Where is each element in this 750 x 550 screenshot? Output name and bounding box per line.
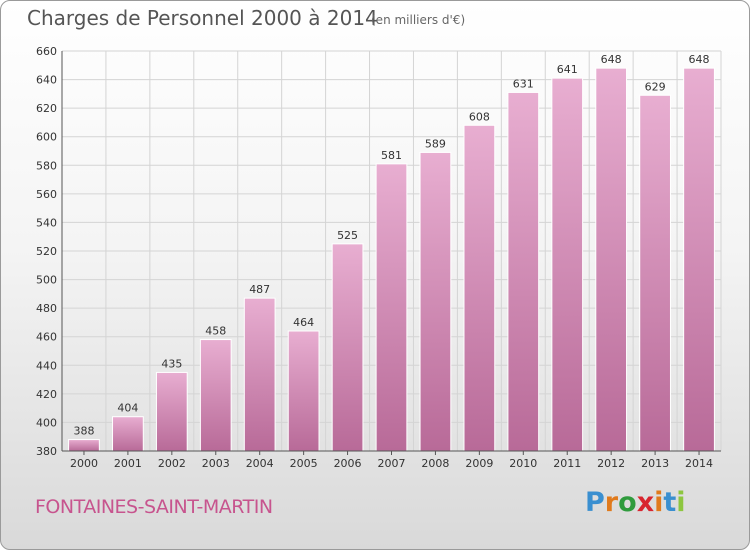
bar [155,371,188,452]
logo-letter: P [585,487,605,518]
bar [243,297,276,452]
y-tick-label: 480 [36,302,57,315]
bar [507,91,540,452]
x-tick-label: 2002 [158,457,186,470]
bar [419,151,452,452]
bar [375,163,408,452]
y-tick-label: 580 [36,159,57,172]
y-tick-label: 620 [36,102,57,115]
bar [639,94,671,452]
bar [112,416,144,452]
bar [683,67,715,452]
bar [331,243,364,452]
y-tick-label: 600 [36,131,57,144]
x-tick-label: 2005 [290,457,318,470]
data-label: 648 [689,53,710,66]
data-label: 589 [425,137,446,150]
x-tick-label: 2004 [246,457,274,470]
data-label: 641 [557,63,578,76]
bar [463,124,496,452]
x-tick-label: 2001 [114,457,142,470]
data-label: 648 [601,53,622,66]
bar [287,330,320,452]
x-tick-label: 2010 [509,457,537,470]
town-name: FONTAINES-SAINT-MARTIN [35,496,273,518]
bar [595,67,628,452]
y-tick-label: 460 [36,331,57,344]
bar [68,439,100,452]
data-label: 629 [645,80,666,93]
x-tick-label: 2007 [378,457,406,470]
bars: 388 404 435 458 487 464 525 581 589 608 631 641 648 6… [68,53,715,452]
x-tick-label: 2013 [641,457,669,470]
y-tick-label: 500 [36,274,57,287]
x-tick-label: 2012 [597,457,625,470]
x-tick-label: 2006 [334,457,362,470]
x-tick-label: 2008 [421,457,449,470]
chart-subtitle: (en milliers d'€) [371,13,466,27]
logo-letter: r [604,487,619,518]
proxiti-logo[interactable]: Proxiti [585,487,686,518]
x-tick-label: 2000 [70,457,98,470]
data-label: 388 [73,425,94,438]
x-tick-label: 2011 [553,457,581,470]
y-tick-label: 420 [36,388,57,401]
data-label: 608 [469,110,490,123]
y-tick-label: 400 [36,416,57,429]
data-label: 404 [117,402,138,415]
data-label: 458 [205,325,226,338]
logo-letter: t [663,487,677,518]
chart-title: Charges de Personnel 2000 à 2014 [27,6,378,30]
bar [551,77,584,452]
y-tick-label: 640 [36,74,57,87]
data-label: 581 [381,149,402,162]
logo-letter: i [654,487,664,518]
logo-letter: o [618,487,637,518]
axes: 380 400 420 440 460 480 500 520 540 560 580 600 620 6… [36,45,721,470]
y-tick-label: 560 [36,188,57,201]
y-tick-label: 380 [36,445,57,458]
logo-letter: x [636,487,655,518]
x-tick-label: 2014 [685,457,713,470]
logo-letter: i [676,487,686,518]
bar [199,339,232,452]
data-label: 525 [337,229,358,242]
y-tick-label: 440 [36,359,57,372]
x-tick-label: 2009 [465,457,493,470]
y-tick-label: 540 [36,216,57,229]
data-label: 631 [513,77,534,90]
x-tick-label: 2003 [202,457,230,470]
data-label: 487 [249,283,270,296]
y-tick-label: 520 [36,245,57,258]
data-label: 464 [293,316,314,329]
y-tick-label: 660 [36,45,57,58]
data-label: 435 [161,357,182,370]
